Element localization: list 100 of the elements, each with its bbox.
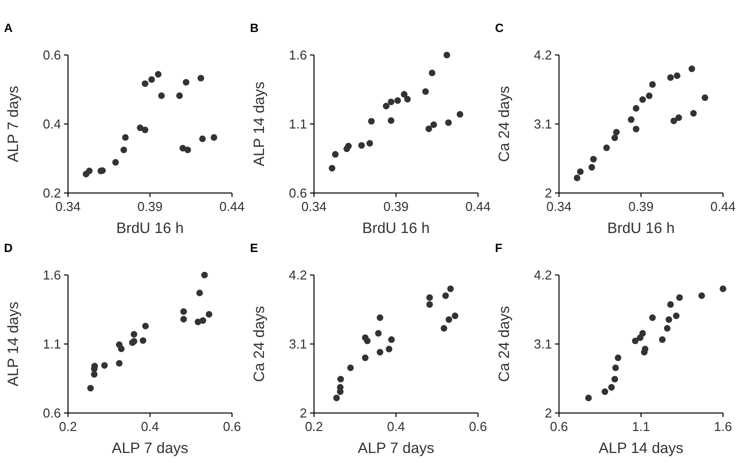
point <box>611 376 618 382</box>
point <box>122 134 129 141</box>
point <box>101 362 108 369</box>
point <box>698 292 705 299</box>
point <box>428 70 436 76</box>
point <box>632 338 639 344</box>
point <box>345 142 352 150</box>
point <box>611 134 618 142</box>
y-tick-label: 4.2 <box>534 48 552 62</box>
point <box>210 134 218 141</box>
point <box>446 316 452 323</box>
chart-title: C <box>495 21 504 35</box>
y-tick-label: 4.2 <box>288 268 307 282</box>
point <box>426 301 433 308</box>
point <box>90 371 98 378</box>
point <box>649 81 656 88</box>
point <box>328 164 336 172</box>
point <box>690 110 697 117</box>
point <box>404 96 411 102</box>
point <box>182 78 190 86</box>
point <box>376 348 384 356</box>
point <box>154 71 162 78</box>
y-tick-label: 0.6 <box>42 48 61 62</box>
point <box>602 388 608 395</box>
point <box>333 394 340 402</box>
point <box>176 92 183 100</box>
point <box>646 92 652 100</box>
point <box>400 91 408 98</box>
y-tick-label: 1.6 <box>288 48 307 62</box>
x-axis-title: BrdU 16 h <box>607 220 675 237</box>
point <box>362 334 369 342</box>
point <box>670 118 678 124</box>
y-tick-label: 0.2 <box>42 186 61 200</box>
y-tick-label: 4.2 <box>534 268 552 282</box>
point <box>639 96 646 103</box>
point <box>142 80 148 87</box>
point <box>140 337 146 344</box>
point <box>628 116 634 123</box>
point <box>332 151 339 158</box>
point <box>585 394 592 402</box>
point <box>180 316 187 322</box>
point <box>366 140 374 147</box>
point <box>148 76 155 83</box>
y-tick-label: 2 <box>544 186 552 200</box>
y-tick-label: 2 <box>544 406 552 420</box>
point <box>142 322 149 330</box>
point <box>613 128 620 136</box>
point <box>440 325 448 332</box>
point <box>574 174 580 182</box>
x-tick-label: 0.34 <box>546 199 572 214</box>
point <box>87 384 94 392</box>
point <box>142 126 148 134</box>
point <box>444 52 450 58</box>
point <box>676 294 683 301</box>
point <box>422 88 429 95</box>
point <box>184 146 192 154</box>
point <box>612 364 619 372</box>
point <box>388 98 394 106</box>
point <box>639 330 646 337</box>
point <box>136 124 144 132</box>
point <box>447 286 454 292</box>
chart-title: B <box>250 21 259 35</box>
point <box>180 308 187 315</box>
x-tick-label: 0.44 <box>710 199 736 214</box>
y-tick-label: 2 <box>300 406 307 420</box>
y-axis-title: ALP 14 days <box>5 302 22 386</box>
point <box>198 74 204 82</box>
x-tick-label: 0.44 <box>465 199 491 214</box>
point <box>672 312 680 320</box>
chart-title: E <box>250 241 258 255</box>
y-tick-label: 3.1 <box>534 336 552 352</box>
point <box>336 384 344 391</box>
y-tick-label: 0.6 <box>288 186 307 200</box>
x-axis-title: ALP 14 days <box>598 440 684 457</box>
point <box>200 317 206 324</box>
y-axis-title: ALP 7 days <box>5 86 22 162</box>
point <box>608 384 615 391</box>
point <box>456 111 464 118</box>
x-tick-label: 0.4 <box>140 419 160 434</box>
point <box>120 146 128 154</box>
point <box>664 325 671 332</box>
point <box>614 354 622 362</box>
x-axis-title: BrdU 16 h <box>116 220 184 237</box>
y-axis-title: Ca 24 days <box>251 306 268 382</box>
point <box>382 102 390 110</box>
point <box>199 136 206 142</box>
point <box>426 294 433 301</box>
point <box>632 105 640 112</box>
x-tick-label: 1.1 <box>632 419 650 434</box>
point <box>445 119 452 126</box>
point <box>362 354 369 362</box>
x-tick-label: 0.2 <box>304 419 324 434</box>
point <box>386 346 392 352</box>
point <box>642 346 648 352</box>
point <box>112 158 119 166</box>
point <box>674 72 680 79</box>
y-tick-label: 1.6 <box>42 268 61 282</box>
point <box>206 311 212 318</box>
point <box>688 66 696 72</box>
point <box>666 316 672 323</box>
